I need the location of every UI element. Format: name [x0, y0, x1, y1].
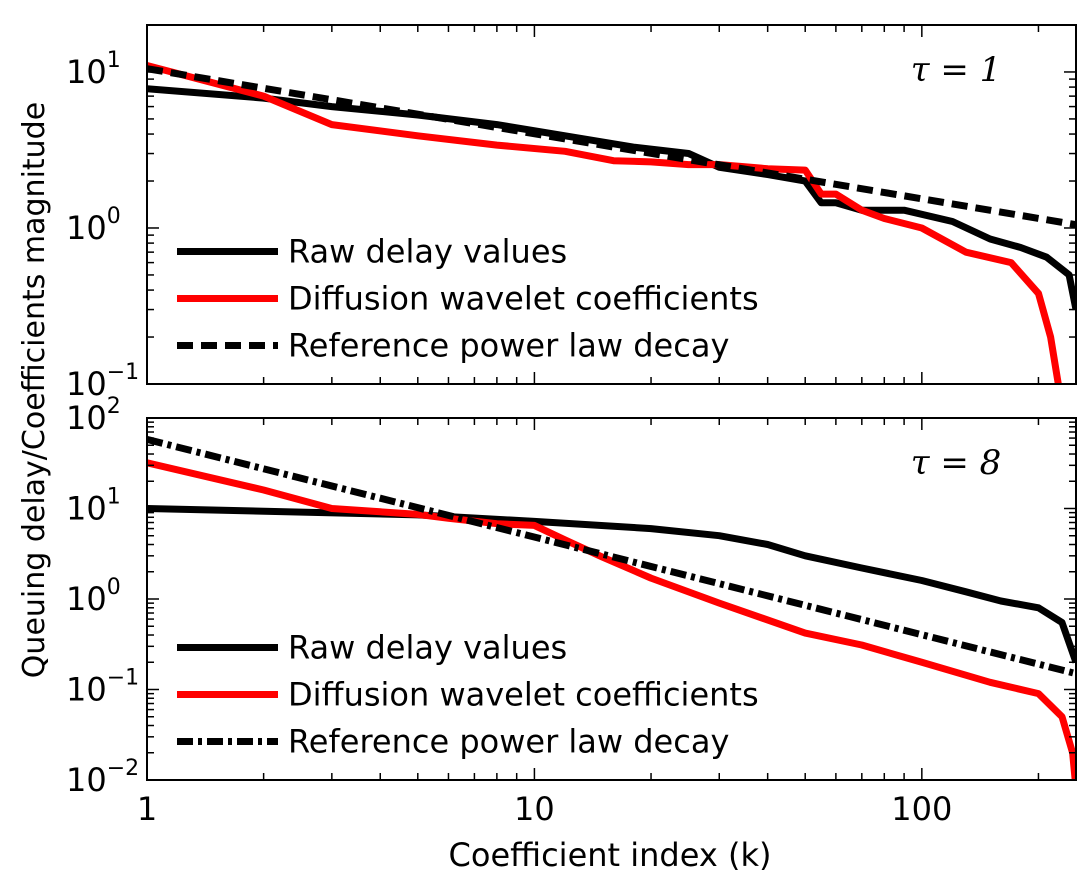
x-tick-label: 100: [891, 790, 952, 828]
series-line-3: [147, 65, 1076, 229]
series-line-2: [147, 459, 1076, 780]
y-tick-label: 100: [66, 204, 121, 247]
legend-label: Diffusion wavelet coefficients: [288, 676, 759, 714]
tau-annotation: τ = 1: [911, 50, 1002, 90]
series-group: [147, 62, 1076, 384]
legend-label: Reference power law decay: [288, 723, 729, 761]
y-tick-label: 10−2: [66, 756, 139, 799]
x-tick-label: 1: [137, 790, 157, 828]
y-axis-label: Queuing delay/Coefficients magnitude: [17, 102, 52, 678]
legend-label: Raw delay values: [288, 233, 567, 271]
y-tick-label: 100: [66, 575, 121, 618]
series-line-1: [147, 505, 1076, 664]
series-line-2: [147, 62, 1062, 384]
chart-panel-2: 10−2 10−1 100 101 102 1 10 100 τ = 8 Raw delay va…: [66, 394, 1077, 828]
x-tick-label: 10: [514, 790, 555, 828]
series-line-3: [147, 436, 1076, 677]
y-tick-label: 101: [66, 485, 121, 528]
chart-panel-1: 10−1 100 101 τ = 1 Raw delay values Diffusion…: [66, 24, 1077, 403]
y-tick-label: 101: [66, 48, 121, 91]
y-tick-label: 10−1: [66, 360, 139, 403]
y-tick-label: 10−1: [66, 666, 139, 709]
legend: Raw delay values Diffusion wavelet coeffi…: [177, 233, 759, 365]
legend-label: Diffusion wavelet coefficients: [288, 280, 759, 318]
legend: Raw delay values Diffusion wavelet coeffi…: [177, 629, 759, 761]
y-tick-label: 102: [66, 394, 121, 437]
tau-annotation: τ = 8: [911, 443, 1002, 483]
series-group: [147, 436, 1076, 780]
legend-label: Reference power law decay: [288, 327, 729, 365]
plot-frame: [146, 24, 1077, 385]
legend-label: Raw delay values: [288, 629, 567, 667]
x-axis-label: Coefficient index (k): [449, 836, 772, 874]
